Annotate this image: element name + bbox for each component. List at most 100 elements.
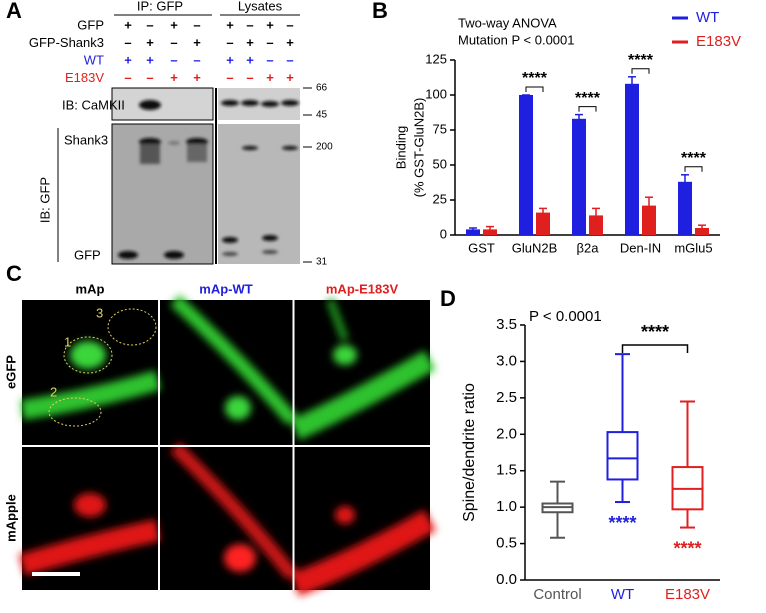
mapple-signal xyxy=(18,441,436,597)
y-tick-label: 1.0 xyxy=(496,498,517,515)
column-header: mAp-WT xyxy=(199,281,252,296)
column-header: mAp-E183V xyxy=(326,281,399,296)
x-tick-label: β2a xyxy=(577,240,600,255)
sign: – xyxy=(286,52,293,67)
y-tick-label: 1.5 xyxy=(496,462,517,479)
row-label: eGFP xyxy=(3,355,18,389)
sign: – xyxy=(170,52,177,67)
sign: + xyxy=(286,70,294,85)
panel-letter: C xyxy=(6,261,22,286)
blot-strip xyxy=(112,88,213,120)
sign: – xyxy=(146,70,153,85)
significance-bracket xyxy=(525,86,544,92)
sign: – xyxy=(286,17,293,32)
blot-label: Shank3 xyxy=(64,132,108,147)
sign: + xyxy=(124,17,132,32)
roi-label: 1 xyxy=(64,334,71,349)
micrographs: mAp mAp-WT mAp-E183V eGFP mApple 1 2 3 xyxy=(3,281,436,597)
significance-label: **** xyxy=(641,322,669,342)
y-tick-label: 0.0 xyxy=(496,571,517,588)
sign: – xyxy=(124,35,131,50)
sign: + xyxy=(170,17,178,32)
blot-strip xyxy=(218,124,300,264)
bar xyxy=(642,205,656,235)
significance-bracket xyxy=(684,166,703,172)
significance-bracket xyxy=(631,68,650,74)
y-tick-label: 25 xyxy=(433,191,447,206)
panel-letter: B xyxy=(372,0,388,23)
box xyxy=(606,431,639,481)
blot: IP: GFP Lysates IB: CaMKII Shank3 GFP IB… xyxy=(37,0,333,268)
blot-header: IP: GFP xyxy=(137,0,183,13)
annotation: Two-way ANOVA xyxy=(458,15,557,30)
significance-label: **** xyxy=(628,52,654,69)
y-tick-label: 2.5 xyxy=(496,389,517,406)
sign: + xyxy=(146,35,154,50)
mw-ticks xyxy=(303,87,312,263)
blot-border xyxy=(111,123,214,265)
sign: – xyxy=(226,70,233,85)
column-header: mAp xyxy=(76,281,105,296)
row-label: GFP xyxy=(77,17,104,32)
bar xyxy=(589,215,603,235)
y-tick-label: 2.0 xyxy=(496,425,517,442)
bar xyxy=(695,228,709,235)
y-tick-label: 75 xyxy=(433,121,447,136)
y-tick-label: 125 xyxy=(425,51,447,66)
sign: + xyxy=(226,17,234,32)
bar xyxy=(625,83,639,235)
y-axis-label: Binding xyxy=(393,126,408,169)
mw-marker: 200 xyxy=(316,142,333,153)
roi-label: 3 xyxy=(96,305,103,320)
y-tick-label: 3.5 xyxy=(496,316,517,333)
blot-border xyxy=(111,87,214,121)
y-tick-label: 0.5 xyxy=(496,535,517,552)
row-label: E183V xyxy=(65,70,104,85)
significance-bracket xyxy=(578,106,597,112)
image-dividers xyxy=(22,300,430,590)
y-tick-label: 100 xyxy=(425,86,447,101)
bar xyxy=(519,95,533,235)
x-tick-label: E183V xyxy=(665,586,710,603)
y-tick-label: 0 xyxy=(440,226,447,241)
significance-label: **** xyxy=(575,90,601,107)
y-axis-label: (% GST-GluN2B) xyxy=(411,98,426,198)
sign: + xyxy=(226,52,234,67)
significance-bracket xyxy=(621,344,689,353)
sign: – xyxy=(193,52,200,67)
sign: + xyxy=(266,70,274,85)
mw-marker: 45 xyxy=(316,110,328,121)
box-label: **** xyxy=(673,538,701,558)
legend-label: WT xyxy=(696,9,719,26)
sign: – xyxy=(246,70,253,85)
y-axis-label: Spine/dendrite ratio xyxy=(461,383,478,522)
roi xyxy=(48,308,157,427)
bar xyxy=(678,181,692,235)
sign: + xyxy=(124,52,132,67)
y-tick-label: 3.0 xyxy=(496,352,517,369)
x-tick-label: Control xyxy=(533,586,581,603)
row-label: GFP-Shank3 xyxy=(29,35,104,50)
legend-label: E183V xyxy=(696,33,741,50)
bar xyxy=(572,118,586,235)
bar xyxy=(466,229,480,235)
significance-label: **** xyxy=(681,150,707,167)
sign: – xyxy=(266,52,273,67)
blot-label: IB: GFP xyxy=(37,177,52,223)
blot-label: GFP xyxy=(74,247,101,262)
significance-label: **** xyxy=(522,70,548,87)
sign: + xyxy=(286,35,294,50)
x-tick-label: Den-IN xyxy=(620,240,661,255)
box-label: **** xyxy=(608,513,636,533)
bar xyxy=(536,212,550,235)
sign: – xyxy=(226,35,233,50)
row-label: WT xyxy=(84,52,104,67)
annotation: P < 0.0001 xyxy=(529,308,602,325)
sign: – xyxy=(146,17,153,32)
sign: + xyxy=(266,17,274,32)
sign: + xyxy=(193,35,201,50)
sign: + xyxy=(146,52,154,67)
y-tick-label: 50 xyxy=(433,156,447,171)
row-label: mApple xyxy=(3,494,18,542)
